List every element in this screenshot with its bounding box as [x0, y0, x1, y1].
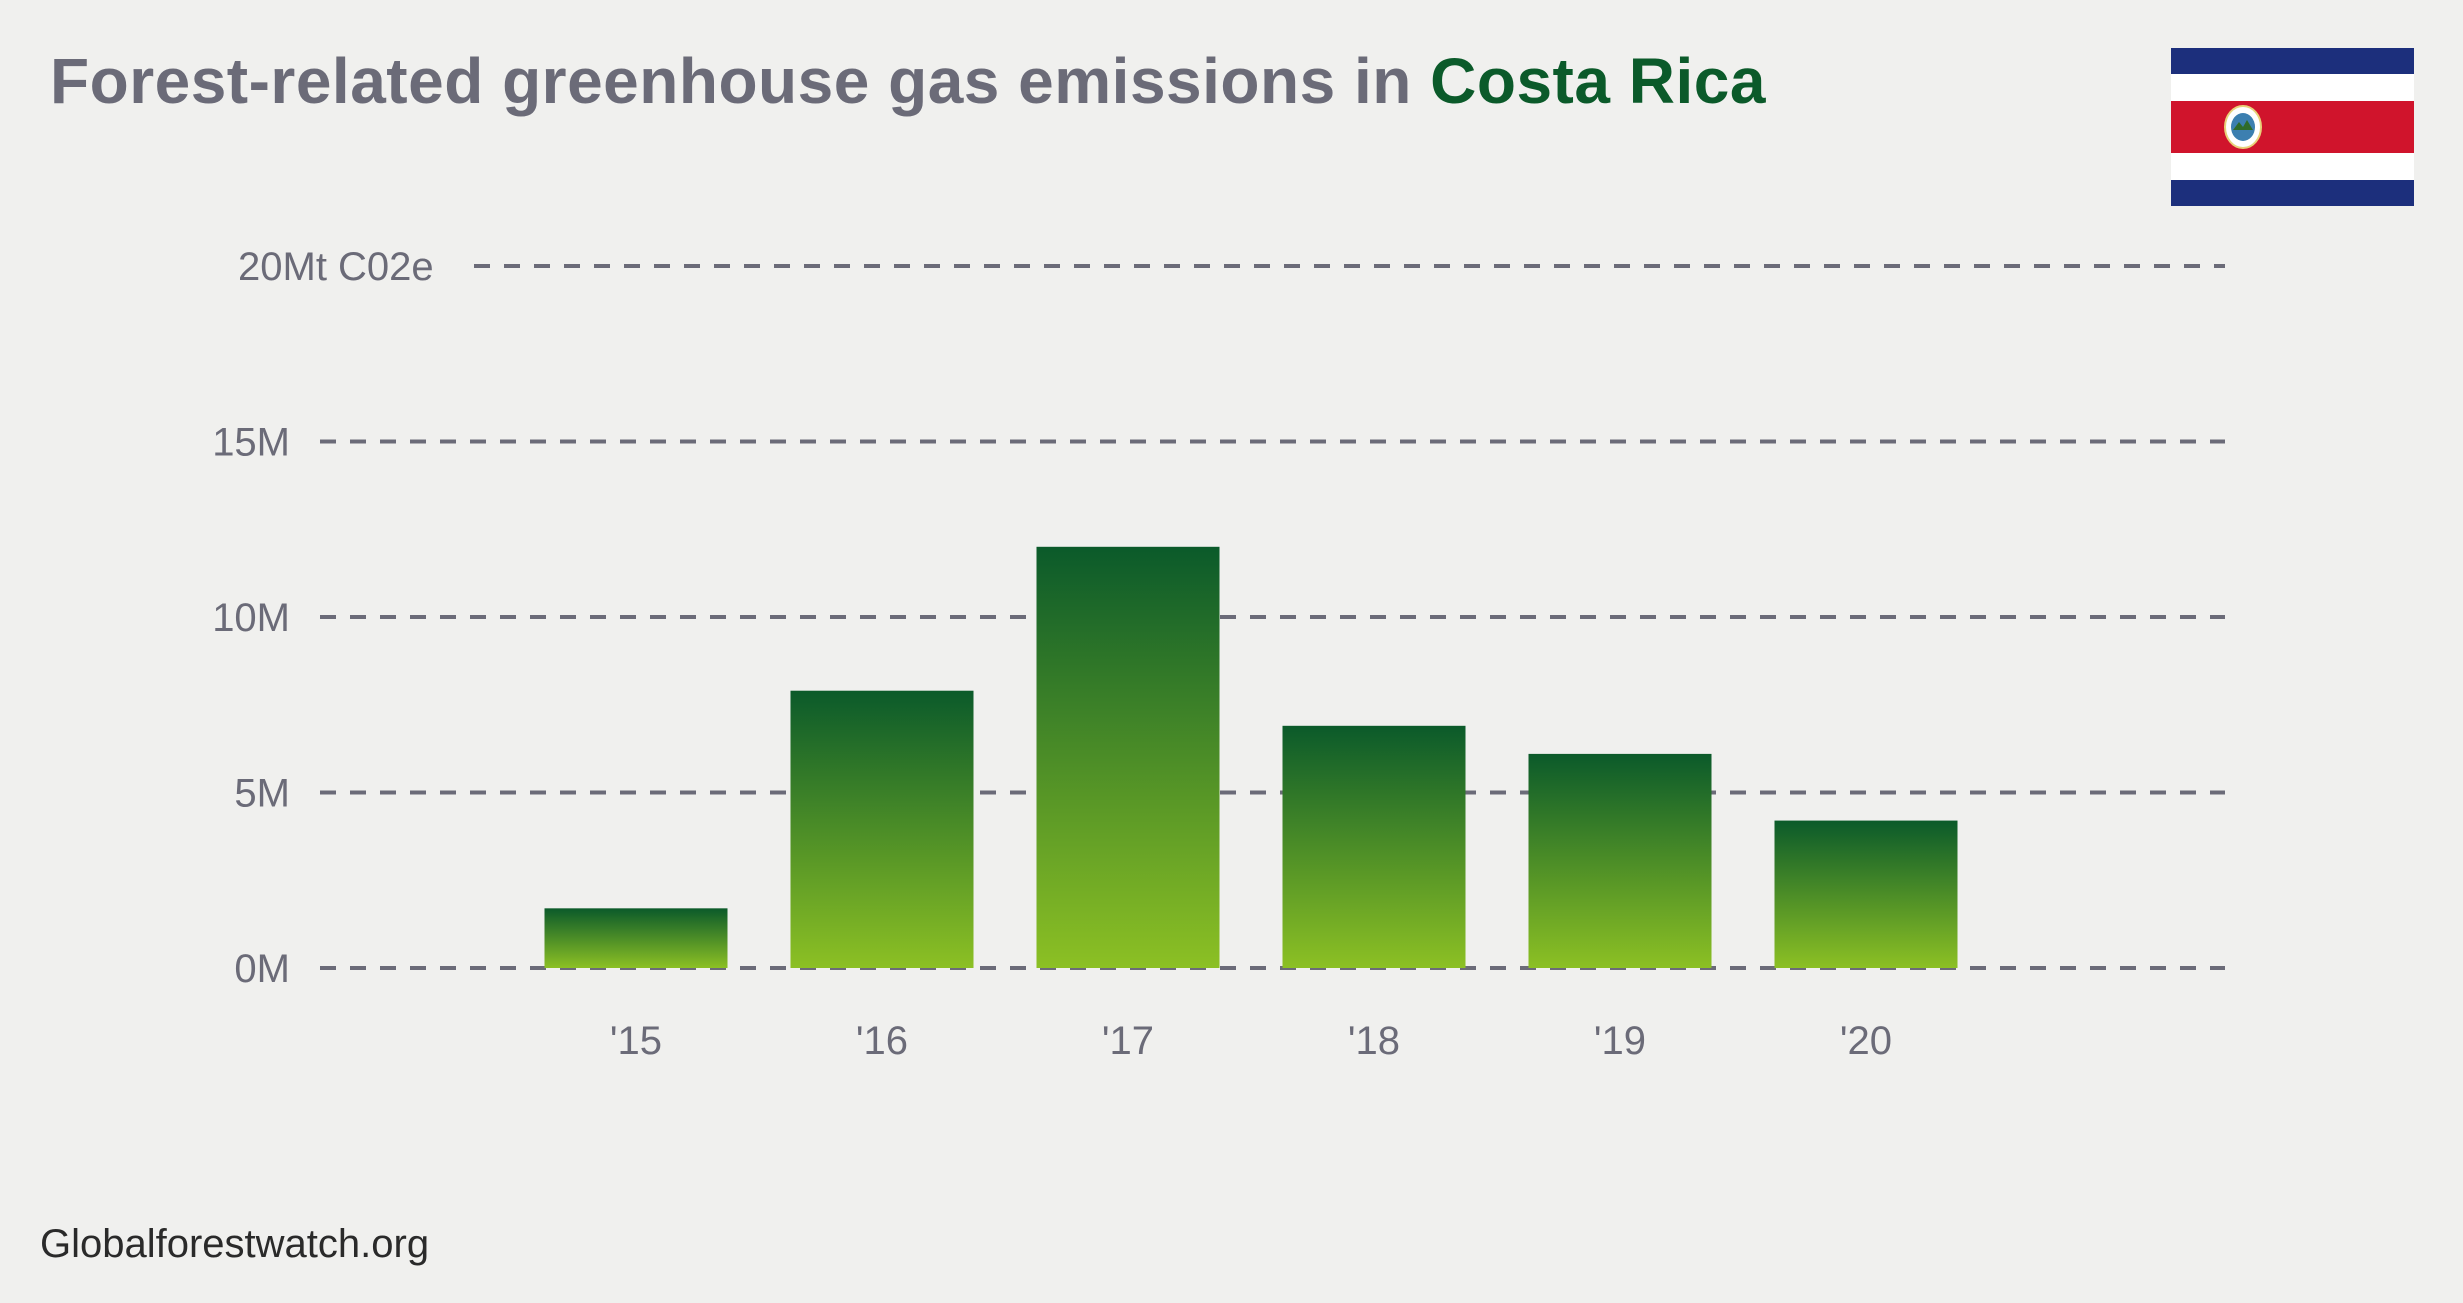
x-tick-label: '18 — [1348, 1019, 1400, 1063]
bar-17 — [1036, 546, 1220, 968]
bar-19 — [1528, 753, 1712, 968]
x-tick-label: '17 — [1102, 1019, 1154, 1063]
y-tick-label: 20Mt C02e — [238, 245, 434, 289]
source-credit: Globalforestwatch.org — [40, 1222, 430, 1266]
chart-title-country: Costa Rica — [1430, 45, 1766, 117]
bar-15 — [544, 908, 728, 968]
x-tick-label: '16 — [856, 1019, 908, 1063]
bar-16 — [790, 690, 974, 968]
y-tick-label: 5M — [234, 772, 290, 816]
bar-18 — [1282, 725, 1466, 968]
bar-20 — [1774, 820, 1958, 968]
x-tick-label: '15 — [610, 1019, 662, 1063]
x-tick-label: '19 — [1594, 1019, 1646, 1063]
y-tick-label: 10M — [212, 596, 290, 640]
chart-title: Forest-related greenhouse gas emissions … — [50, 44, 1766, 118]
costa-rica-flag-icon — [2171, 48, 2414, 206]
y-tick-label: 0M — [234, 947, 290, 991]
y-tick-label: 15M — [212, 421, 290, 465]
chart-title-prefix: Forest-related greenhouse gas emissions … — [50, 45, 1431, 117]
x-tick-label: '20 — [1840, 1019, 1892, 1063]
